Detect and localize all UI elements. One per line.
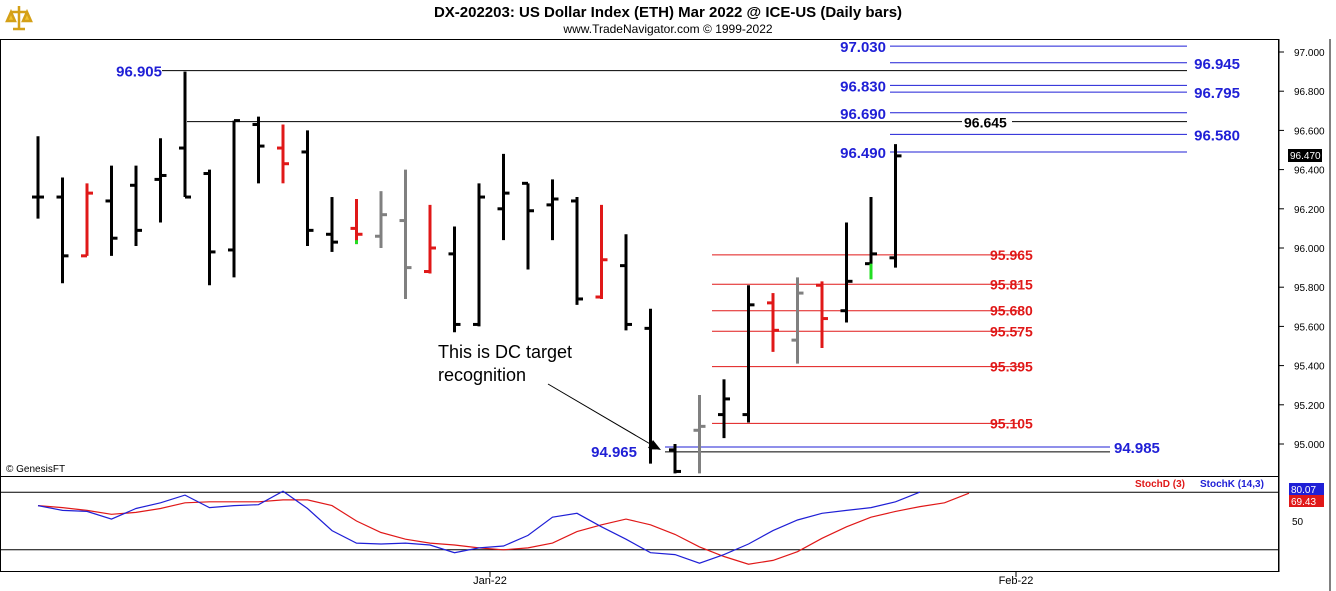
level-label-96.795: 96.795 [1194, 85, 1240, 102]
y-tick-label: 96.000 [1294, 244, 1325, 255]
stoch-d-value-text: 69.43 [1291, 497, 1316, 508]
ohlc-bar [448, 226, 461, 333]
ohlc-bar [693, 395, 706, 474]
ohlc-bar [105, 165, 118, 256]
ohlc-bar [424, 204, 436, 274]
trade-navigator-logo [4, 2, 34, 32]
y-tick-label: 95.200 [1294, 401, 1325, 412]
ohlc-bar [620, 234, 632, 331]
level-label-95.965: 95.965 [990, 247, 1033, 263]
y-tick-label: 96.400 [1294, 166, 1325, 177]
stoch-tick-50: 50 [1292, 517, 1304, 528]
y-tick-label: 95.800 [1294, 283, 1325, 294]
ohlc-bar [742, 285, 755, 423]
stoch-k-legend: StochK (14,3) [1200, 479, 1264, 490]
ohlc-bar [669, 444, 681, 474]
ohlc-bar [497, 153, 510, 241]
y-tick-label: 96.200 [1294, 205, 1325, 216]
stoch-k-value-tag: 80.07 [1289, 483, 1324, 496]
ohlc-bar [81, 183, 93, 258]
level-label-94.985: 94.985 [1114, 440, 1160, 457]
time-axis[interactable]: Jan-22 Feb-22 [473, 572, 1033, 587]
annotation-text-line-1: This is DC target [438, 342, 572, 362]
stoch-d-value-tag: 69.43 [1289, 495, 1324, 508]
ohlc-bar [791, 277, 804, 364]
level-lines: 96.905 97.030 96.945 96.830 96.795 96.690 96.6… [116, 39, 1240, 461]
ohlc-bar [840, 222, 853, 323]
ohlc-bar [571, 197, 583, 305]
ohlc-bar [595, 204, 608, 299]
ohlc-bar [179, 71, 191, 199]
ohlc-bar [301, 130, 314, 247]
ohlc-bar [130, 165, 142, 247]
ohlc-bar [889, 144, 902, 268]
ohlc-bar [350, 199, 363, 245]
ohlc-bar [375, 191, 387, 248]
ohlc-bar [399, 169, 412, 299]
y-tick-label: 95.400 [1294, 362, 1325, 373]
stochastic-panel-frame [0, 476, 1279, 572]
y-tick-label: 96.800 [1294, 87, 1325, 98]
ohlc-bar [277, 124, 289, 184]
ohlc-bar [203, 169, 216, 286]
ohlc-bar [32, 136, 44, 219]
ohlc-bar [644, 308, 657, 464]
level-label-95.105: 95.105 [990, 415, 1033, 431]
y-tick-label: 96.600 [1294, 126, 1325, 137]
level-label-95.395: 95.395 [990, 359, 1033, 375]
level-label-97.030: 97.030 [840, 39, 886, 56]
stoch-k-value-text: 80.07 [1291, 485, 1316, 496]
ohlc-bar [522, 181, 534, 270]
annotation-arrow [547, 383, 661, 450]
level-label-95.575: 95.575 [990, 323, 1033, 339]
level-label-96.945: 96.945 [1194, 56, 1240, 73]
ohlc-bar [154, 138, 167, 223]
price-axis[interactable]: 97.000 96.800 96.600 96.400 96.200 96.000 95.8… [1279, 48, 1325, 451]
level-label-96.645: 96.645 [964, 115, 1007, 131]
chart-title: DX-202203: US Dollar Index (ETH) Mar 202… [434, 4, 902, 21]
ohlc-bars [32, 71, 902, 474]
chart-subtitle: www.TradeNavigator.com © 1999-2022 [562, 22, 772, 36]
level-label-96.905: 96.905 [116, 64, 162, 81]
ohlc-bar [228, 119, 240, 278]
level-label-96.690: 96.690 [840, 106, 886, 123]
price-panel-frame [0, 39, 1279, 477]
ohlc-bar [767, 293, 779, 352]
level-label-94.965: 94.965 [591, 444, 637, 461]
ohlc-bar [56, 177, 69, 284]
x-tick-jan-22: Jan-22 [473, 575, 507, 587]
annotation-text-line-2: recognition [438, 365, 526, 385]
level-label-95.680: 95.680 [990, 303, 1033, 319]
level-label-96.830: 96.830 [840, 78, 886, 95]
ohlc-bar [865, 197, 877, 272]
last-price-tag-text: 96.470 [1290, 151, 1321, 162]
y-tick-label: 95.600 [1294, 322, 1325, 333]
ohlc-bar [252, 116, 265, 184]
level-label-96.580: 96.580 [1194, 127, 1240, 144]
x-tick-feb-22: Feb-22 [999, 575, 1034, 587]
stochastic-lines [1, 490, 1279, 565]
level-label-96.490: 96.490 [840, 145, 886, 162]
last-price-tag: 96.470 [1288, 149, 1322, 162]
y-tick-label: 95.000 [1294, 440, 1325, 451]
ohlc-bar [718, 379, 730, 439]
ohlc-bar [816, 281, 828, 348]
ohlc-bar [473, 183, 485, 327]
level-label-95.815: 95.815 [990, 276, 1033, 292]
y-tick-label: 97.000 [1294, 48, 1325, 59]
stoch-d-legend: StochD (3) [1135, 479, 1185, 490]
stoch-d-line [37, 492, 970, 565]
ohlc-bar [326, 197, 338, 252]
copyright-label: © GenesisFT [6, 464, 65, 475]
stoch-k-line [37, 490, 921, 564]
ohlc-bar [546, 179, 559, 241]
